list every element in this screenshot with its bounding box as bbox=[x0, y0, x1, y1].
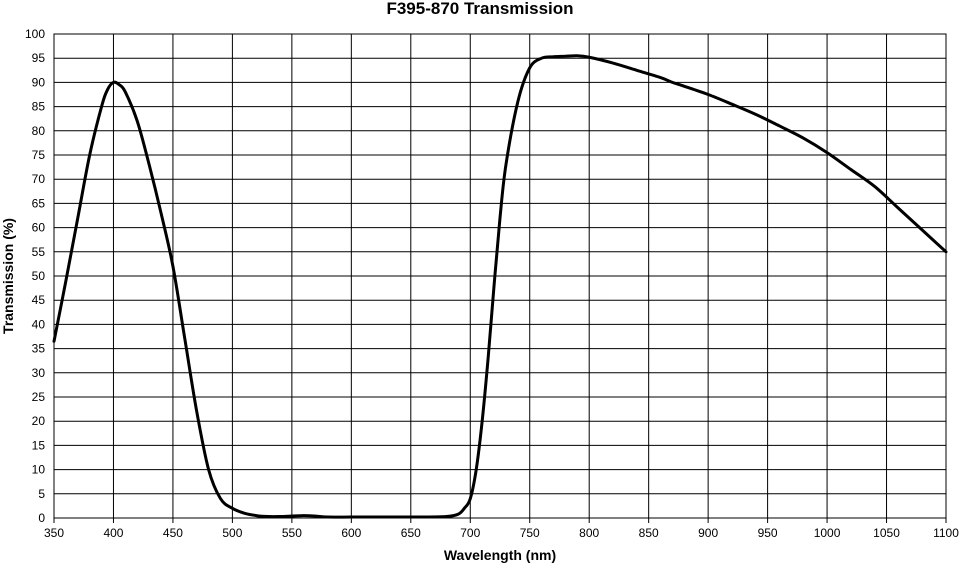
x-tick-label: 850 bbox=[639, 526, 659, 540]
x-tick-label: 400 bbox=[103, 526, 123, 540]
y-tick-label: 55 bbox=[32, 245, 46, 259]
x-tick-label: 600 bbox=[341, 526, 361, 540]
y-tick-label: 85 bbox=[32, 100, 46, 114]
grid bbox=[53, 33, 947, 523]
x-tick-label: 800 bbox=[579, 526, 599, 540]
plot-frame bbox=[53, 33, 947, 519]
y-tick-label: 65 bbox=[32, 196, 46, 210]
tick-labels: 0 5 10 15 20 25 30 35 40 45 50 55 60 65 70 75 80 85 90 95 10… bbox=[25, 27, 959, 540]
x-tick-label: 950 bbox=[758, 526, 778, 540]
y-tick-label: 90 bbox=[32, 75, 46, 89]
x-tick-label: 450 bbox=[163, 526, 183, 540]
y-tick-label: 35 bbox=[32, 342, 46, 356]
y-tick-label: 100 bbox=[25, 27, 45, 41]
y-tick-label: 25 bbox=[32, 390, 46, 404]
x-tick-label: 550 bbox=[282, 526, 302, 540]
y-tick-label: 45 bbox=[32, 293, 46, 307]
x-tick-label: 1050 bbox=[873, 526, 900, 540]
y-tick-label: 20 bbox=[32, 414, 46, 428]
y-tick-label: 30 bbox=[32, 366, 46, 380]
x-tick-label: 900 bbox=[698, 526, 718, 540]
y-tick-label: 75 bbox=[32, 148, 46, 162]
x-tick-label: 750 bbox=[520, 526, 540, 540]
x-tick-label: 700 bbox=[460, 526, 480, 540]
y-tick-label: 0 bbox=[38, 511, 45, 525]
y-tick-label: 40 bbox=[32, 317, 46, 331]
transmission-curve bbox=[52, 54, 948, 519]
chart-title: F395-870 Transmission bbox=[386, 0, 574, 18]
y-tick-label: 5 bbox=[38, 487, 45, 501]
x-axis-title: Wavelength (nm) bbox=[444, 547, 556, 563]
y-tick-label: 15 bbox=[32, 438, 46, 452]
x-tick-label: 350 bbox=[44, 526, 64, 540]
x-tick-label: 1000 bbox=[814, 526, 841, 540]
y-tick-label: 60 bbox=[32, 221, 46, 235]
y-axis-title: Transmission (%) bbox=[0, 218, 16, 334]
y-tick-label: 95 bbox=[32, 51, 46, 65]
y-tick-label: 70 bbox=[32, 172, 46, 186]
x-tick-label: 500 bbox=[222, 526, 242, 540]
y-tick-label: 10 bbox=[32, 463, 46, 477]
x-tick-label: 650 bbox=[401, 526, 421, 540]
y-tick-label: 80 bbox=[32, 124, 46, 138]
y-tick-label: 50 bbox=[32, 269, 46, 283]
x-tick-label: 1100 bbox=[933, 526, 959, 540]
